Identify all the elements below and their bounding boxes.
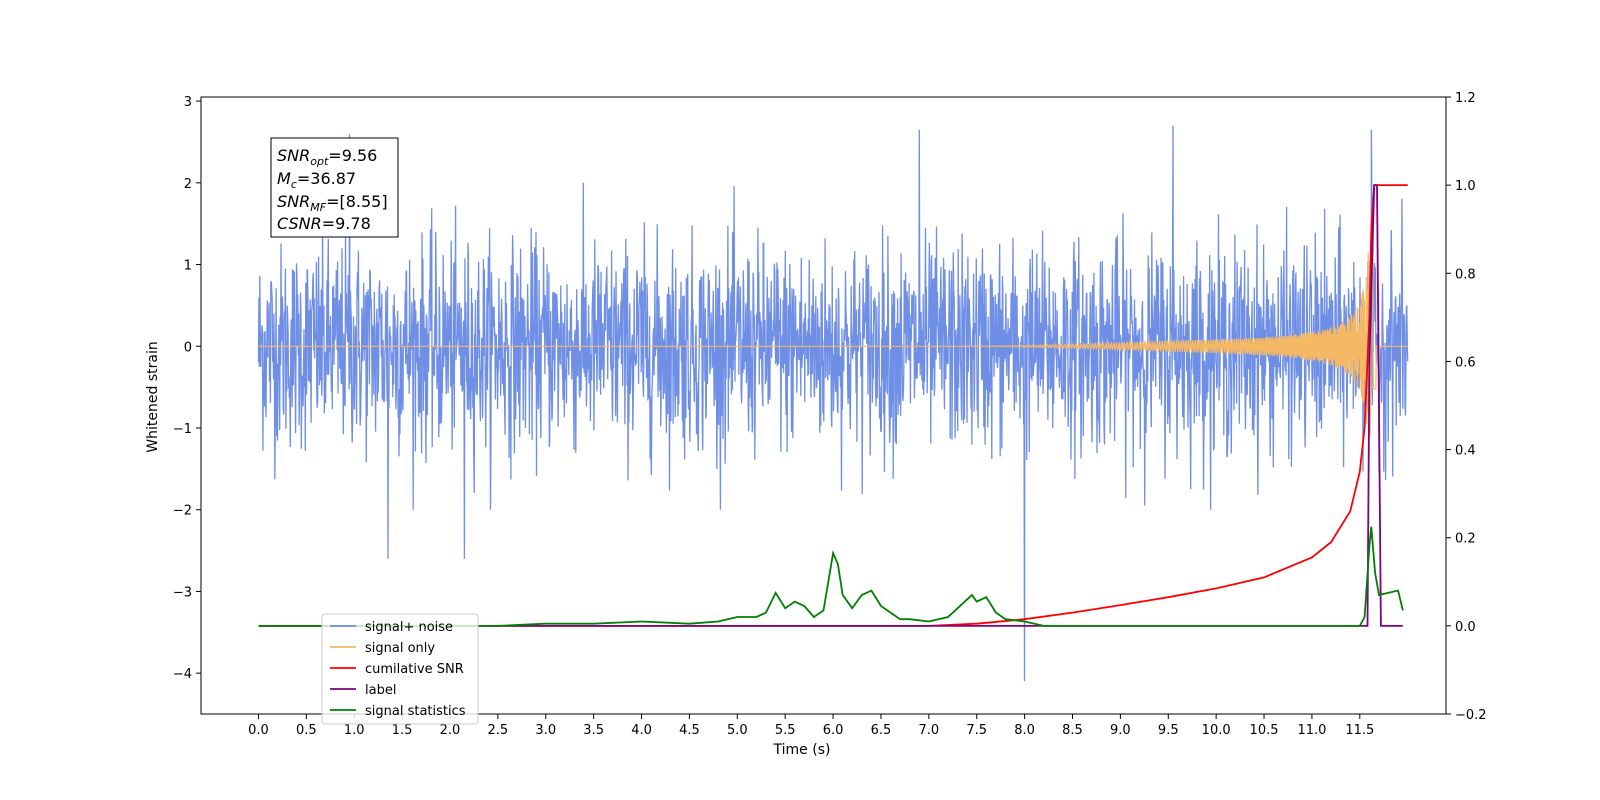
y-left-tick-label: 0	[184, 340, 192, 355]
x-tick-label: 1.0	[344, 723, 365, 738]
y-axis-label: Whitened strain	[145, 341, 161, 452]
y-right-tick-label: −0.2	[1455, 708, 1487, 723]
series-signal-noise	[257, 125, 1409, 682]
x-tick-label: 0.5	[296, 723, 317, 738]
x-tick-label: 8.5	[1062, 723, 1083, 738]
ticks: 0.0 0.5 1.0 1.5 2.0 2.5 3.0 3.5 4.0 4.5 5.0 5.5 6.0 6…	[173, 91, 1487, 738]
annotation-snr-opt: SNRopt=9.56	[277, 146, 377, 168]
series-label	[258, 184, 1403, 627]
series-signal-statistics	[258, 526, 1404, 627]
x-tick-label: 10.0	[1202, 723, 1231, 738]
x-tick-label: 11.5	[1345, 723, 1374, 738]
y-right-tick-label: 0.2	[1455, 532, 1476, 547]
y-right-tick-label: 1.0	[1455, 179, 1476, 194]
annotation-mc: Mc=36.87	[277, 169, 356, 191]
legend-signal-noise-text: signal+ noise	[365, 620, 453, 635]
y-left-tick-label: −2	[173, 504, 192, 519]
legend-signal-statistics-text: signal statistics	[365, 704, 466, 719]
x-tick-label: 8.0	[1014, 723, 1035, 738]
x-tick-label: 7.5	[966, 723, 987, 738]
legend-signal-only-text: signal only	[365, 641, 435, 656]
y-left-tick-label: 2	[184, 177, 192, 192]
series-signal-only	[258, 249, 1408, 436]
annotation-csnr: CSNR=9.78	[277, 214, 371, 233]
x-tick-label: 2.5	[488, 723, 509, 738]
x-tick-label: 6.5	[871, 723, 892, 738]
plot-area	[257, 125, 1409, 682]
x-tick-label: 4.0	[631, 723, 652, 738]
x-tick-label: 1.5	[392, 723, 413, 738]
x-tick-label: 3.0	[535, 723, 556, 738]
legend-label-text: label	[365, 683, 396, 698]
y-left-tick-label: −4	[173, 667, 192, 682]
y-left-tick-label: −1	[173, 422, 192, 437]
annotation-box: SNRopt=9.56 Mc=36.87 SNRMF=[8.55] CSNR=9…	[270, 137, 399, 238]
x-tick-label: 2.0	[440, 723, 461, 738]
y-left-tick-label: 3	[184, 95, 192, 110]
plot-frame	[200, 96, 1447, 715]
x-tick-label: 11.0	[1297, 723, 1326, 738]
y-right-tick-label: 0.8	[1455, 267, 1476, 282]
x-tick-label: 9.5	[1158, 723, 1179, 738]
y-right-tick-label: 1.2	[1455, 91, 1476, 106]
x-tick-label: 4.5	[679, 723, 700, 738]
legend-cumulative-snr-text: cumilative SNR	[365, 662, 464, 677]
x-axis-label: Time (s)	[773, 742, 831, 758]
x-tick-label: 3.5	[583, 723, 604, 738]
x-tick-label: 10.5	[1250, 723, 1279, 738]
y-right-tick-label: 0.6	[1455, 355, 1476, 370]
x-tick-label: 0.0	[248, 723, 269, 738]
y-left-tick-label: 1	[184, 259, 192, 274]
y-right-tick-label: 0.0	[1455, 620, 1476, 635]
x-tick-label: 7.0	[919, 723, 940, 738]
y-left-tick-label: −3	[173, 585, 192, 600]
x-tick-label: 5.0	[727, 723, 748, 738]
x-tick-label: 5.5	[775, 723, 796, 738]
plot-inner	[257, 125, 1409, 682]
x-tick-label: 9.0	[1110, 723, 1131, 738]
x-tick-label: 6.0	[823, 723, 844, 738]
annotation-snr-mf: SNRMF=[8.55]	[277, 192, 388, 214]
legend-box	[321, 613, 479, 725]
axes	[200, 96, 1447, 715]
legend: signal+ noise signal only cumilative SNR la…	[321, 613, 479, 725]
y-right-tick-label: 0.4	[1455, 444, 1476, 459]
